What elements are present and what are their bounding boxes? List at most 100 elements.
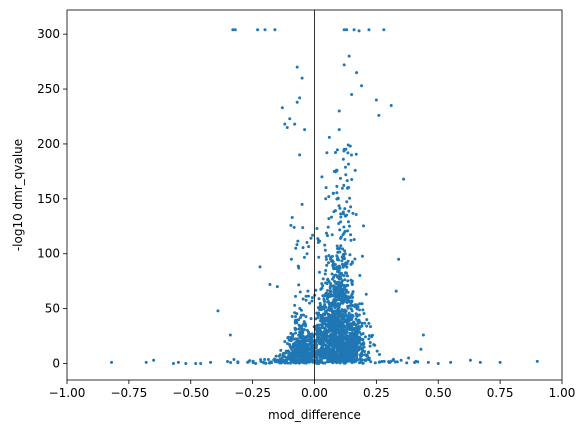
data-point: [324, 269, 328, 273]
data-point: [327, 195, 331, 199]
data-point: [307, 245, 311, 249]
data-point: [337, 339, 341, 343]
data-point: [359, 332, 363, 336]
data-point: [298, 330, 302, 334]
data-point: [176, 360, 180, 364]
data-point: [305, 328, 309, 332]
data-point: [337, 204, 341, 208]
data-point: [194, 362, 198, 366]
data-point: [232, 357, 236, 361]
data-point: [298, 345, 302, 349]
data-point: [341, 323, 345, 327]
data-point: [342, 274, 346, 278]
data-point: [337, 274, 341, 278]
data-point: [298, 327, 302, 331]
data-point: [343, 257, 347, 261]
data-point: [335, 267, 339, 271]
data-point: [290, 315, 294, 319]
data-point: [335, 340, 339, 344]
data-point: [335, 327, 339, 331]
data-point: [323, 351, 327, 355]
data-point: [304, 294, 308, 298]
data-point: [380, 360, 384, 364]
data-point: [327, 135, 331, 139]
data-point: [337, 269, 341, 273]
data-point: [348, 339, 352, 343]
data-point: [354, 212, 358, 216]
data-point: [317, 306, 321, 310]
data-point: [345, 355, 349, 359]
data-point: [343, 349, 347, 353]
data-point: [326, 288, 330, 292]
data-point: [296, 264, 300, 268]
data-point: [321, 325, 325, 329]
data-point: [358, 345, 362, 349]
data-point: [171, 362, 175, 366]
data-point: [341, 247, 345, 251]
data-point: [354, 152, 358, 156]
data-point: [305, 358, 309, 362]
data-point: [354, 350, 358, 354]
data-point: [355, 330, 359, 334]
data-point: [332, 287, 336, 291]
data-point: [367, 351, 371, 355]
data-point: [325, 330, 329, 334]
data-point: [335, 184, 339, 188]
data-point: [370, 333, 374, 337]
data-point: [346, 295, 350, 299]
data-point: [356, 325, 360, 329]
data-point: [382, 28, 386, 32]
data-point: [324, 257, 328, 261]
data-point: [279, 348, 283, 352]
data-point: [340, 259, 344, 263]
data-point: [357, 313, 361, 317]
data-point: [357, 308, 361, 312]
data-point: [324, 309, 328, 313]
data-point: [324, 231, 328, 235]
data-point: [258, 265, 262, 269]
data-point: [333, 314, 337, 318]
data-point: [348, 355, 352, 359]
data-point: [296, 354, 300, 358]
data-point: [350, 93, 354, 97]
data-point: [337, 247, 341, 251]
data-point: [322, 298, 326, 302]
data-point: [345, 274, 349, 278]
data-point: [346, 279, 350, 283]
data-point: [305, 346, 309, 350]
data-point: [346, 229, 350, 233]
data-point: [330, 272, 334, 276]
data-point: [347, 358, 351, 362]
data-point: [333, 299, 337, 303]
data-point: [339, 215, 343, 219]
data-point: [315, 354, 319, 358]
x-tick-label: 0.00: [301, 386, 328, 400]
data-point: [278, 360, 282, 364]
data-point: [310, 296, 314, 300]
data-point: [338, 176, 342, 180]
data-point: [343, 214, 347, 218]
data-point: [345, 265, 349, 269]
data-point: [308, 335, 312, 339]
data-point: [355, 71, 359, 75]
data-point: [228, 333, 232, 337]
data-point: [336, 295, 340, 299]
data-point: [387, 360, 391, 364]
data-point: [330, 352, 334, 356]
data-point: [330, 233, 334, 237]
data-point: [283, 361, 287, 365]
data-point: [302, 255, 306, 259]
data-point: [322, 332, 326, 336]
data-point: [360, 254, 364, 258]
data-point: [304, 315, 308, 319]
data-point: [350, 281, 354, 285]
data-point: [335, 191, 339, 195]
data-point: [311, 233, 315, 237]
data-point: [303, 128, 307, 132]
data-point: [341, 265, 345, 269]
data-point: [311, 351, 315, 355]
data-point: [348, 144, 352, 148]
data-point: [307, 355, 311, 359]
data-point: [293, 122, 297, 126]
